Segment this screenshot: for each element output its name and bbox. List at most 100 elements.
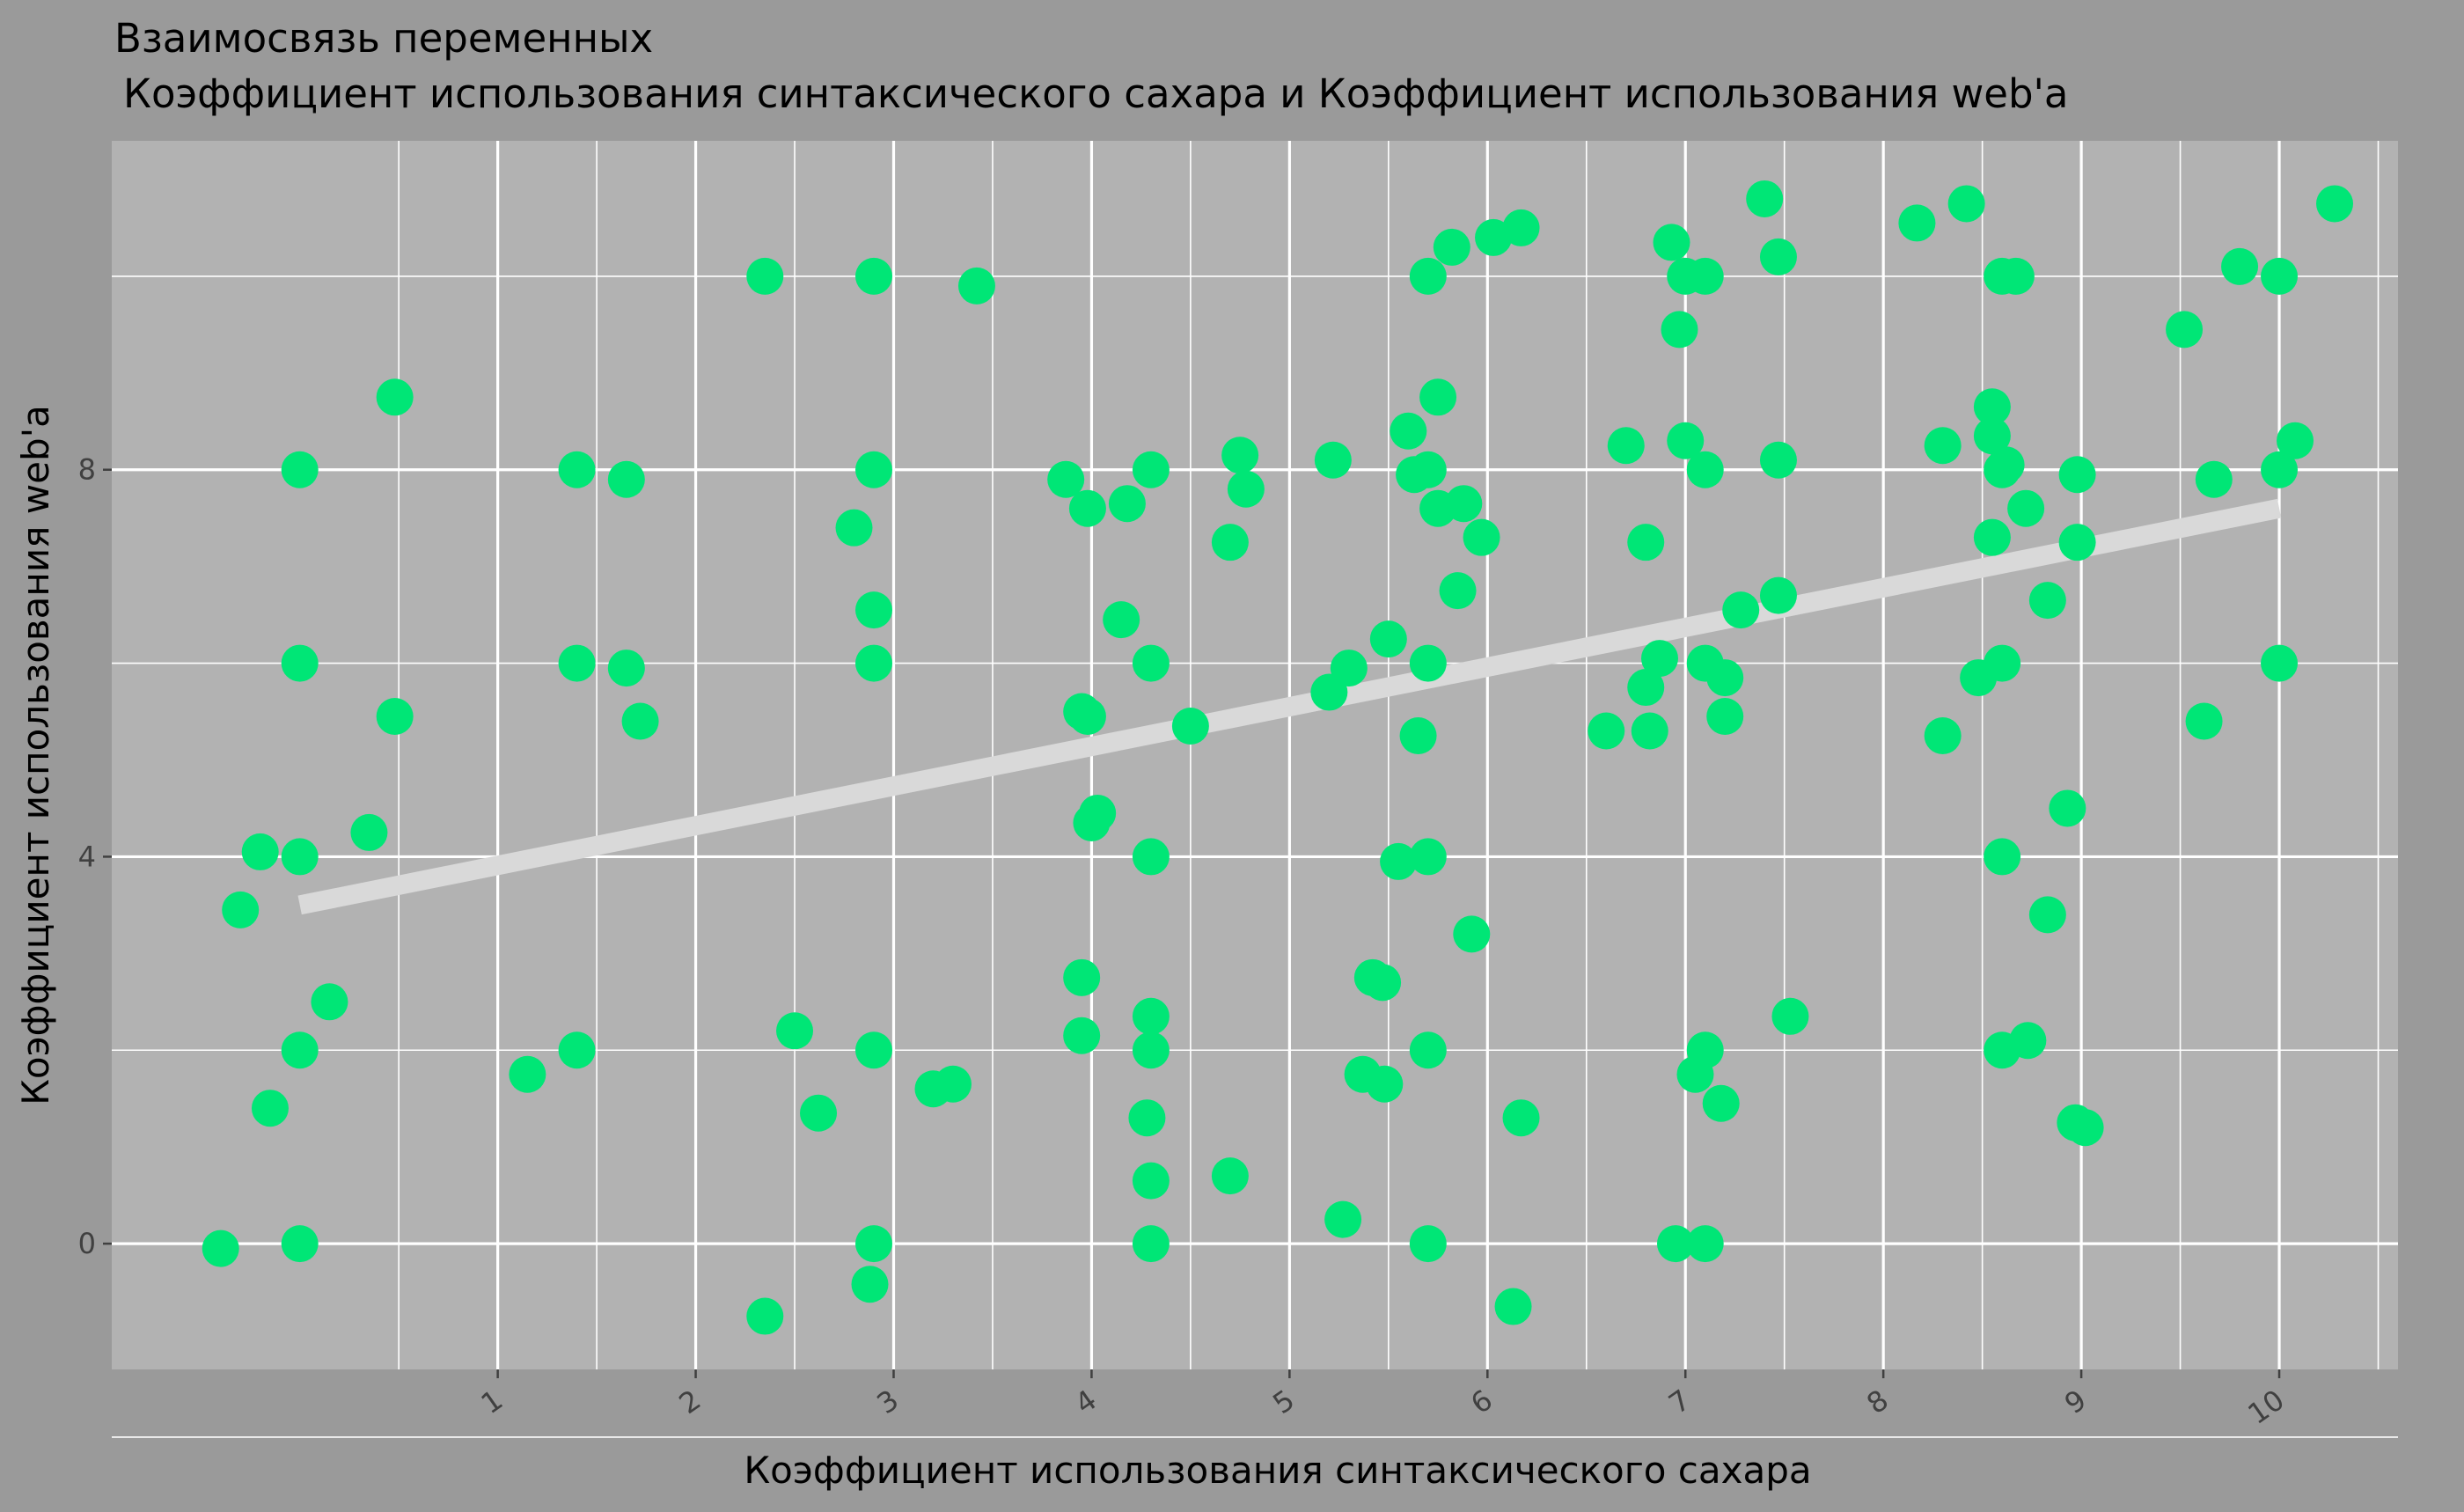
grid-minor xyxy=(112,141,2398,1438)
data-point xyxy=(746,1297,784,1335)
data-point xyxy=(1759,576,1797,614)
data-point xyxy=(558,451,596,488)
y-tick-label: 0 xyxy=(78,1227,96,1260)
data-point xyxy=(1132,1162,1170,1200)
data-point xyxy=(1706,698,1744,736)
data-point xyxy=(1068,489,1106,527)
data-point xyxy=(1108,485,1146,523)
data-point xyxy=(2261,257,2299,295)
data-point xyxy=(1409,451,1447,488)
data-point xyxy=(1409,838,1447,876)
data-point xyxy=(2261,644,2299,682)
data-point xyxy=(1419,378,1457,416)
data-point xyxy=(2049,789,2086,827)
data-point xyxy=(1631,712,1668,750)
data-point xyxy=(1502,1099,1540,1137)
data-point xyxy=(2007,489,2045,527)
data-point xyxy=(1380,842,1418,880)
data-point xyxy=(1987,446,2025,484)
data-point xyxy=(1366,1065,1404,1103)
data-point xyxy=(1984,644,2021,682)
data-point xyxy=(281,451,319,488)
data-point xyxy=(1947,185,1985,223)
data-point xyxy=(2028,582,2066,620)
data-point xyxy=(855,644,892,682)
chart-title: Взаимосвязь переменных xyxy=(114,15,653,62)
data-point xyxy=(1132,1225,1170,1263)
data-point xyxy=(934,1065,972,1103)
data-point xyxy=(1463,518,1500,556)
data-point xyxy=(1771,997,1809,1035)
data-point xyxy=(607,460,645,498)
data-point xyxy=(2221,247,2259,285)
data-point xyxy=(2185,702,2223,740)
data-point xyxy=(1132,838,1170,876)
x-axis-label: Коэффициент использования синтаксическог… xyxy=(744,1449,1811,1492)
data-point xyxy=(1924,427,1962,465)
data-point xyxy=(851,1266,889,1303)
data-point xyxy=(1627,669,1665,707)
data-point xyxy=(558,1031,596,1069)
data-point xyxy=(1132,1031,1170,1069)
data-point xyxy=(1494,1288,1532,1325)
data-point xyxy=(855,591,892,629)
plot-panel xyxy=(112,141,2398,1369)
data-point xyxy=(746,257,784,295)
data-point xyxy=(1409,1031,1447,1069)
data-point xyxy=(2316,185,2354,223)
data-point xyxy=(1973,518,2011,556)
data-point xyxy=(281,838,319,876)
data-point xyxy=(2166,311,2204,349)
data-point xyxy=(1686,451,1724,488)
data-point xyxy=(1588,712,1625,750)
y-axis-label: Коэффициент использования web'a xyxy=(14,405,57,1105)
data-point xyxy=(776,1012,814,1050)
data-point xyxy=(2277,422,2314,459)
data-point xyxy=(1409,644,1447,682)
data-point xyxy=(1759,238,1797,275)
data-point xyxy=(1128,1099,1166,1137)
chart-subtitle: Коэффициент использования синтаксическог… xyxy=(123,70,2068,117)
data-point xyxy=(202,1229,239,1267)
data-point xyxy=(281,1031,319,1069)
data-point xyxy=(1132,451,1170,488)
data-point xyxy=(1103,601,1140,639)
data-point xyxy=(1997,257,2035,295)
data-point xyxy=(1924,717,1962,755)
data-point xyxy=(241,833,279,870)
data-point xyxy=(222,891,260,928)
data-point xyxy=(376,698,414,736)
data-point xyxy=(1211,1157,1249,1195)
data-point xyxy=(1973,388,2011,426)
trend-line xyxy=(297,498,2282,915)
data-point xyxy=(855,1031,892,1069)
data-point xyxy=(1746,180,1784,217)
y-tick-label: 8 xyxy=(78,453,96,487)
data-point xyxy=(800,1094,838,1132)
data-point xyxy=(2195,460,2233,498)
data-point xyxy=(1132,644,1170,682)
data-point xyxy=(1047,460,1085,498)
data-point xyxy=(855,1225,892,1263)
data-point xyxy=(1068,698,1106,736)
data-point xyxy=(1330,650,1368,687)
trend-line-group xyxy=(297,498,2282,915)
data-points xyxy=(202,180,2354,1335)
data-point xyxy=(1314,441,1352,479)
data-point xyxy=(855,257,892,295)
data-point xyxy=(2009,1022,2047,1060)
y-tick-label: 4 xyxy=(78,840,96,873)
data-point xyxy=(835,509,873,547)
data-point xyxy=(1063,1017,1101,1054)
data-point xyxy=(281,644,319,682)
y-axis-ticks: 0 4 8 xyxy=(78,453,112,1260)
data-point xyxy=(509,1055,546,1093)
data-point xyxy=(281,1225,319,1263)
data-point xyxy=(1221,437,1259,474)
data-point xyxy=(1656,1225,1694,1263)
data-point xyxy=(2066,1109,2104,1147)
data-point xyxy=(2058,524,2096,561)
data-point xyxy=(1453,915,1491,953)
data-point xyxy=(1079,794,1117,832)
